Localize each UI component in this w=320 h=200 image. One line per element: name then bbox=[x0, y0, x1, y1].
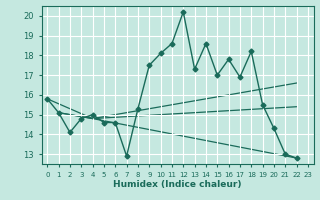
X-axis label: Humidex (Indice chaleur): Humidex (Indice chaleur) bbox=[113, 180, 242, 189]
